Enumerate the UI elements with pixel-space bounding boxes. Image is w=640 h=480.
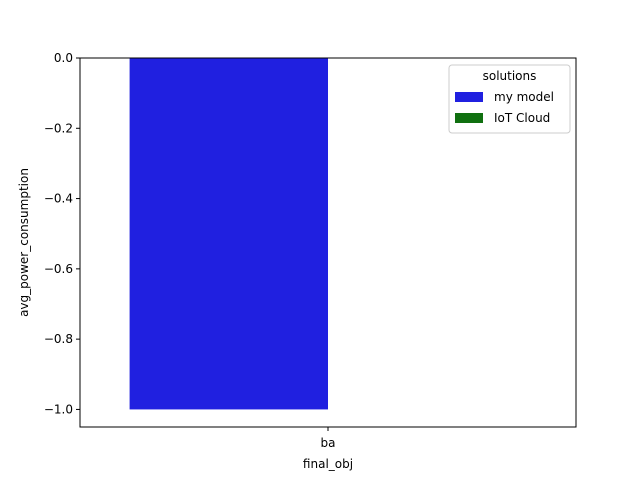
legend-swatch-iot-cloud xyxy=(455,113,483,123)
y-tick-label: −0.8 xyxy=(44,332,73,346)
y-tick-label: −0.4 xyxy=(44,192,73,206)
y-axis: 0.0 −0.2 −0.4 −0.6 −0.8 −1.0 xyxy=(44,51,80,416)
legend-entries: my model IoT Cloud xyxy=(455,90,554,125)
y-axis-title: avg_power_consumption xyxy=(17,168,31,317)
legend-title: solutions xyxy=(483,69,537,83)
legend: solutions my model IoT Cloud xyxy=(448,64,571,134)
bar-my-model-ba xyxy=(129,58,328,410)
legend-label-iot-cloud: IoT Cloud xyxy=(494,111,550,125)
y-tick-label: −0.2 xyxy=(44,121,73,135)
x-axis: ba xyxy=(321,427,336,450)
x-axis-title: final_obj xyxy=(303,457,353,471)
legend-swatch-my-model xyxy=(455,92,483,102)
y-tick-label: −1.0 xyxy=(44,402,73,416)
legend-label-my-model: my model xyxy=(494,90,554,104)
bars-layer xyxy=(129,58,328,410)
y-tick-label: 0.0 xyxy=(54,51,73,65)
y-tick-label: −0.6 xyxy=(44,262,73,276)
x-tick-label: ba xyxy=(321,436,336,450)
